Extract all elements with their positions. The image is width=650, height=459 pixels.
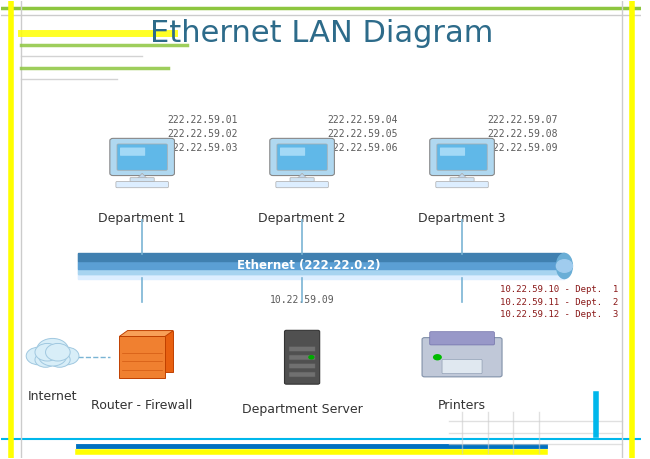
Text: Router - Firewall: Router - Firewall	[92, 399, 193, 412]
Text: Department Server: Department Server	[242, 403, 363, 416]
Polygon shape	[297, 173, 307, 179]
Text: Department 3: Department 3	[419, 212, 506, 224]
Circle shape	[38, 346, 67, 366]
FancyBboxPatch shape	[440, 147, 465, 156]
Circle shape	[46, 343, 70, 361]
FancyBboxPatch shape	[276, 181, 328, 188]
Text: Department 2: Department 2	[258, 212, 346, 224]
Circle shape	[308, 355, 315, 359]
Circle shape	[35, 352, 56, 367]
FancyBboxPatch shape	[110, 138, 174, 175]
Ellipse shape	[556, 260, 573, 272]
Text: 222.22.59.07
222.22.59.08
222.22.59.09: 222.22.59.07 222.22.59.08 222.22.59.09	[488, 115, 558, 153]
FancyBboxPatch shape	[430, 332, 495, 345]
FancyBboxPatch shape	[289, 372, 315, 377]
Polygon shape	[127, 330, 174, 372]
Polygon shape	[457, 173, 467, 179]
FancyBboxPatch shape	[289, 364, 315, 369]
FancyBboxPatch shape	[130, 178, 154, 182]
FancyBboxPatch shape	[437, 144, 488, 170]
Polygon shape	[137, 173, 147, 179]
Text: Printers: Printers	[438, 399, 486, 412]
FancyBboxPatch shape	[436, 181, 488, 188]
Circle shape	[433, 354, 442, 360]
Circle shape	[49, 352, 70, 367]
FancyBboxPatch shape	[289, 355, 315, 360]
FancyBboxPatch shape	[430, 138, 495, 175]
FancyBboxPatch shape	[277, 144, 327, 170]
Circle shape	[26, 347, 51, 365]
Polygon shape	[119, 336, 165, 378]
FancyBboxPatch shape	[116, 181, 168, 188]
Text: 10.22.59.09: 10.22.59.09	[270, 295, 334, 305]
FancyBboxPatch shape	[290, 178, 314, 182]
FancyBboxPatch shape	[280, 147, 305, 156]
Text: Department 1: Department 1	[98, 212, 186, 224]
Circle shape	[37, 338, 68, 361]
Text: 222.22.59.04
222.22.59.05
222.22.59.06: 222.22.59.04 222.22.59.05 222.22.59.06	[328, 115, 398, 153]
Text: Internet: Internet	[28, 390, 77, 403]
FancyBboxPatch shape	[289, 347, 315, 352]
Text: 222.22.59.01
222.22.59.02
222.22.59.03: 222.22.59.01 222.22.59.02 222.22.59.03	[168, 115, 239, 153]
Text: 10.22.59.10 - Dept.  1
10.22.59.11 - Dept.  2
10.22.59.12 - Dept.  3: 10.22.59.10 - Dept. 1 10.22.59.11 - Dept…	[500, 285, 619, 319]
FancyBboxPatch shape	[285, 330, 320, 384]
Circle shape	[55, 347, 79, 365]
Ellipse shape	[556, 253, 573, 279]
Text: Ethernet LAN Diagram: Ethernet LAN Diagram	[150, 19, 493, 48]
FancyBboxPatch shape	[117, 144, 167, 170]
FancyBboxPatch shape	[422, 338, 502, 377]
FancyBboxPatch shape	[442, 359, 482, 374]
FancyBboxPatch shape	[450, 178, 474, 182]
Circle shape	[35, 343, 60, 361]
Polygon shape	[119, 330, 174, 336]
FancyBboxPatch shape	[270, 138, 334, 175]
Text: Ethernet (222.22.0.2): Ethernet (222.22.0.2)	[237, 259, 380, 273]
FancyBboxPatch shape	[120, 147, 145, 156]
